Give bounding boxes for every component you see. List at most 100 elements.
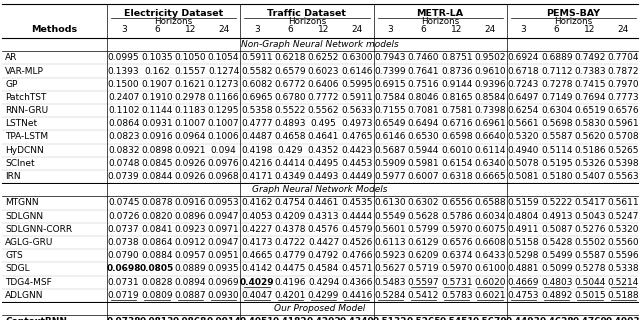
Text: 0.6772: 0.6772 xyxy=(275,80,306,89)
Text: 0.0916: 0.0916 xyxy=(175,198,206,207)
Text: 0.4641: 0.4641 xyxy=(308,132,339,141)
Text: 0.5679: 0.5679 xyxy=(473,317,508,320)
Text: 0.4658: 0.4658 xyxy=(275,132,306,141)
Text: VAR-MLP: VAR-MLP xyxy=(5,67,44,76)
Text: 0.4487: 0.4487 xyxy=(241,132,273,141)
Text: 0.7081: 0.7081 xyxy=(408,106,439,115)
Text: 0.5562: 0.5562 xyxy=(308,106,339,115)
Text: 0.0809: 0.0809 xyxy=(141,291,173,300)
Text: 6: 6 xyxy=(420,26,426,35)
Text: 0.6075: 0.6075 xyxy=(474,225,506,234)
Text: 0.2978: 0.2978 xyxy=(175,93,206,102)
Text: 0.4769: 0.4769 xyxy=(573,317,607,320)
Text: 0.9144: 0.9144 xyxy=(441,80,472,89)
Text: 0.1144: 0.1144 xyxy=(141,106,173,115)
Text: 6: 6 xyxy=(287,26,293,35)
Text: 12: 12 xyxy=(451,26,463,35)
Text: 0.6556: 0.6556 xyxy=(441,198,472,207)
Text: 0.6021: 0.6021 xyxy=(474,291,506,300)
Text: 0.1273: 0.1273 xyxy=(208,80,239,89)
Text: 0.7943: 0.7943 xyxy=(374,53,406,62)
Text: 0.5627: 0.5627 xyxy=(374,265,406,274)
Text: 0.4294: 0.4294 xyxy=(308,278,339,287)
Text: 0.4182: 0.4182 xyxy=(273,317,308,320)
Text: 0.6530: 0.6530 xyxy=(408,132,439,141)
Text: 0.6020: 0.6020 xyxy=(474,278,506,287)
Text: 0.4414: 0.4414 xyxy=(275,159,306,168)
Text: TPA-LSTM: TPA-LSTM xyxy=(5,132,48,141)
Text: 0.0845: 0.0845 xyxy=(141,159,173,168)
Text: 0.4576: 0.4576 xyxy=(308,225,339,234)
Text: 0.0884: 0.0884 xyxy=(141,251,173,260)
Text: 0.0931: 0.0931 xyxy=(141,119,173,128)
Text: 0.5338: 0.5338 xyxy=(607,265,639,274)
Text: 0.0745: 0.0745 xyxy=(108,198,140,207)
Text: 0.4973: 0.4973 xyxy=(341,119,372,128)
Text: 0.5563: 0.5563 xyxy=(607,172,639,181)
Text: 0.6113: 0.6113 xyxy=(374,238,406,247)
Text: 0.1035: 0.1035 xyxy=(141,53,173,62)
Text: 0.1102: 0.1102 xyxy=(108,106,140,115)
Text: 0.5560: 0.5560 xyxy=(607,238,639,247)
Text: 0.4579: 0.4579 xyxy=(341,225,372,234)
Text: 0.5923: 0.5923 xyxy=(374,251,406,260)
Text: 0.0738: 0.0738 xyxy=(106,317,141,320)
Text: 3: 3 xyxy=(121,26,127,35)
Text: SDLGNN-CORR: SDLGNN-CORR xyxy=(5,225,72,234)
Text: 0.6304: 0.6304 xyxy=(541,106,572,115)
Text: 0.6598: 0.6598 xyxy=(441,132,472,141)
Text: 0.5611: 0.5611 xyxy=(607,198,639,207)
Text: 0.5188: 0.5188 xyxy=(607,291,639,300)
Text: 6: 6 xyxy=(554,26,559,35)
Text: 0.6576: 0.6576 xyxy=(441,238,472,247)
Text: 0.0923: 0.0923 xyxy=(175,225,206,234)
Text: 0.0912: 0.0912 xyxy=(175,238,206,247)
Text: 0.0995: 0.0995 xyxy=(108,53,140,62)
Text: 0.4893: 0.4893 xyxy=(275,119,306,128)
Text: 0.5265: 0.5265 xyxy=(607,146,639,155)
Text: 0.4427: 0.4427 xyxy=(308,238,339,247)
Text: 0.0953: 0.0953 xyxy=(208,198,239,207)
Text: 0.6146: 0.6146 xyxy=(374,132,406,141)
Text: 0.5159: 0.5159 xyxy=(508,198,540,207)
Text: 0.4753: 0.4753 xyxy=(508,291,539,300)
Text: 0.4196: 0.4196 xyxy=(275,278,306,287)
Text: 0.6209: 0.6209 xyxy=(408,251,439,260)
Text: 0.5320: 0.5320 xyxy=(508,132,539,141)
Text: 0.5502: 0.5502 xyxy=(574,238,606,247)
Text: 0.5099: 0.5099 xyxy=(541,265,573,274)
Text: SCInet: SCInet xyxy=(5,159,35,168)
Text: 0.6146: 0.6146 xyxy=(341,67,372,76)
Text: 0.7399: 0.7399 xyxy=(374,67,406,76)
Text: 0.4378: 0.4378 xyxy=(275,225,306,234)
Text: 24: 24 xyxy=(618,26,629,35)
Text: 0.5412: 0.5412 xyxy=(408,291,439,300)
Text: 0.5180: 0.5180 xyxy=(541,172,573,181)
Text: 0.5015: 0.5015 xyxy=(574,291,606,300)
Text: 0.5620: 0.5620 xyxy=(574,132,606,141)
Text: 0.5830: 0.5830 xyxy=(574,119,606,128)
Text: 0.0916: 0.0916 xyxy=(141,132,173,141)
Text: 0.5786: 0.5786 xyxy=(441,212,472,221)
Text: 0.0947: 0.0947 xyxy=(208,238,239,247)
Text: 0.8584: 0.8584 xyxy=(474,93,506,102)
Text: 0.8751: 0.8751 xyxy=(441,53,472,62)
Text: 0.7149: 0.7149 xyxy=(541,93,572,102)
Text: 0.495: 0.495 xyxy=(310,119,337,128)
Text: 0.4584: 0.4584 xyxy=(308,265,339,274)
Text: 0.4779: 0.4779 xyxy=(275,251,306,260)
Text: 0.0969: 0.0969 xyxy=(208,278,239,287)
Text: ADLGNN: ADLGNN xyxy=(5,291,44,300)
Text: 0.5499: 0.5499 xyxy=(541,251,572,260)
Text: 3: 3 xyxy=(520,26,526,35)
Text: 0.7584: 0.7584 xyxy=(374,93,406,102)
Text: 0.7460: 0.7460 xyxy=(408,53,439,62)
Text: 0.6494: 0.6494 xyxy=(408,119,439,128)
Text: 0.6010: 0.6010 xyxy=(441,146,472,155)
Text: 12: 12 xyxy=(584,26,596,35)
Text: 0.1910: 0.1910 xyxy=(141,93,173,102)
Text: PatchTST: PatchTST xyxy=(5,93,46,102)
Text: 0.6889: 0.6889 xyxy=(541,53,573,62)
Text: SDLGNN: SDLGNN xyxy=(5,212,43,221)
Text: 0.5597: 0.5597 xyxy=(408,278,439,287)
